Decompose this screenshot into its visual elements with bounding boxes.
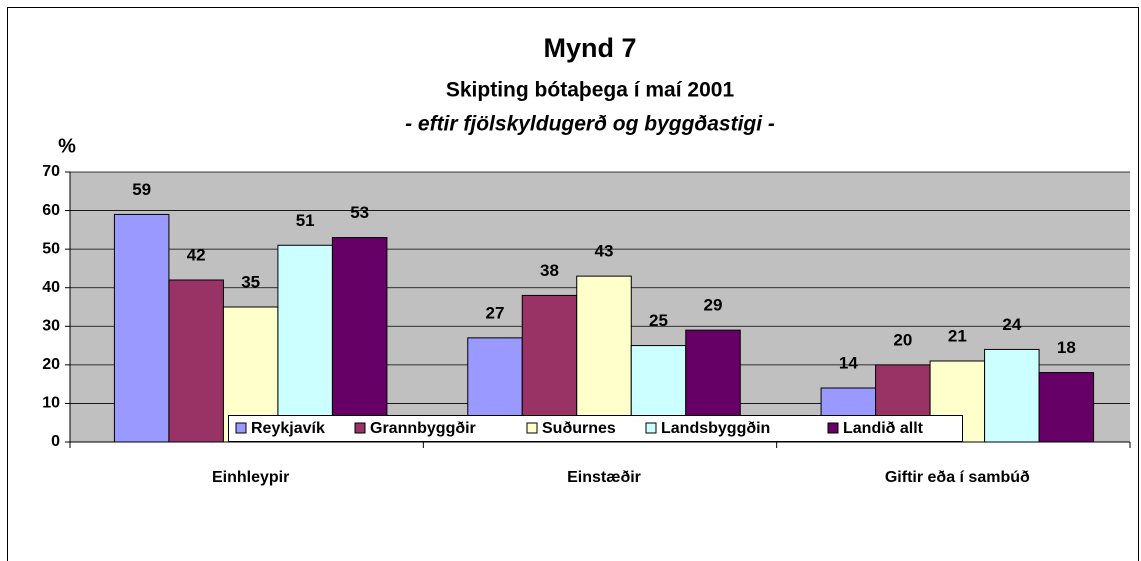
bar bbox=[1038, 372, 1095, 443]
data-label: 42 bbox=[187, 245, 206, 264]
x-tick-label: Einhleypir bbox=[212, 469, 289, 486]
y-tick-label: 10 bbox=[42, 395, 60, 412]
legend-box bbox=[228, 415, 963, 442]
data-label: 29 bbox=[704, 296, 723, 315]
x-tick-label: Einstæðir bbox=[567, 469, 641, 486]
bar bbox=[168, 279, 224, 443]
y-axis-label: % bbox=[58, 135, 76, 157]
data-label: 18 bbox=[1057, 338, 1076, 357]
data-label: 27 bbox=[486, 303, 505, 322]
legend-swatch bbox=[827, 422, 839, 434]
data-label: 43 bbox=[595, 242, 614, 261]
y-tick-label: 60 bbox=[42, 202, 60, 219]
legend-label: Reykjavík bbox=[251, 420, 325, 437]
bar bbox=[576, 275, 632, 443]
data-label: 25 bbox=[649, 311, 668, 330]
y-tick-label: 30 bbox=[42, 318, 60, 335]
data-label: 59 bbox=[132, 180, 151, 199]
legend-label: Landsbyggðin bbox=[661, 420, 770, 437]
legend-label: Grannbyggðir bbox=[370, 420, 476, 437]
legend-label: Suðurnes bbox=[542, 420, 616, 437]
data-label: 20 bbox=[893, 330, 912, 349]
bar bbox=[277, 244, 333, 443]
y-tick-label: 70 bbox=[42, 163, 60, 180]
data-label: 53 bbox=[350, 203, 369, 222]
y-tick-label: 20 bbox=[42, 356, 60, 373]
legend-swatch bbox=[354, 422, 366, 434]
data-label: 51 bbox=[296, 211, 315, 230]
chart-subtitle: Skipting bótaþega í maí 2001 bbox=[446, 79, 735, 102]
y-tick-label: 40 bbox=[42, 279, 60, 296]
bar bbox=[984, 348, 1040, 443]
data-label: 21 bbox=[948, 326, 967, 345]
legend-swatch bbox=[235, 422, 247, 434]
legend-swatch bbox=[526, 422, 538, 434]
data-label: 38 bbox=[540, 261, 559, 280]
y-tick-label: 50 bbox=[42, 240, 60, 257]
y-tick-label: 0 bbox=[51, 433, 60, 450]
x-tick-label: Giftir eða í sambúð bbox=[885, 469, 1030, 486]
chart-subtitle: - eftir fjölskyldugerð og byggðastigi - bbox=[405, 113, 775, 136]
data-label: 14 bbox=[839, 353, 858, 372]
legend-swatch bbox=[645, 422, 657, 434]
bar bbox=[113, 213, 170, 443]
data-label: 35 bbox=[241, 272, 260, 291]
bar bbox=[331, 237, 388, 443]
data-label: 24 bbox=[1002, 315, 1021, 334]
chart-title: Mynd 7 bbox=[543, 33, 636, 63]
legend-label: Landið allt bbox=[843, 420, 924, 437]
